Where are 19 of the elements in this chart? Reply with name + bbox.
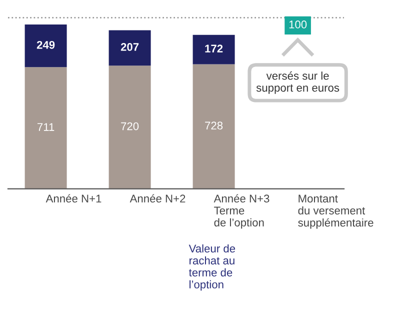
x-tick-label: Année N+1 [46,194,102,203]
data-label: 207 [120,43,139,51]
x-tick-label: Année N+3 Terme de l’option [214,194,270,229]
annotation: versés sur le support en euros [256,71,340,94]
x-tick-label: Montant du versement supplémentaire [298,194,374,229]
x-tick-label: Année N+2 [130,194,186,203]
bar [108,66,151,189]
data-label: 711 [38,123,54,131]
bar [192,64,235,189]
bar [108,30,151,66]
annotation: 100 [289,20,307,28]
text: Valeur de rachat au terme de l’option [188,244,236,291]
data-label: 720 [121,122,139,130]
data-label: 172 [205,44,223,52]
data-label: 728 [205,122,223,130]
bar [24,67,67,189]
bar [192,34,235,64]
bar [24,24,67,68]
data-label: 249 [36,40,55,49]
